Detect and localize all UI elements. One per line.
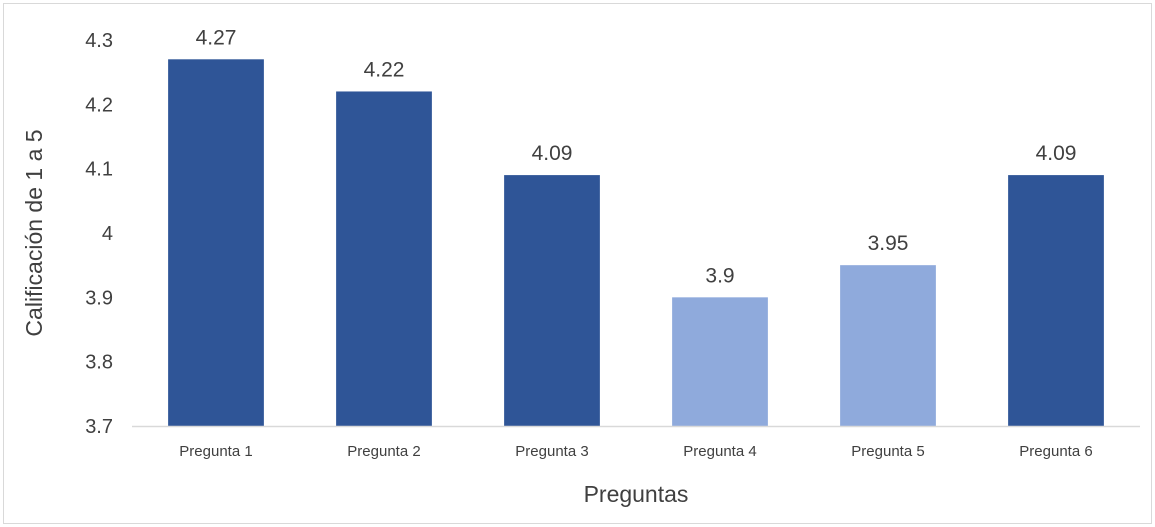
bar: [504, 175, 600, 426]
y-tick-label: 4.2: [85, 94, 113, 116]
y-tick-label: 3.8: [85, 352, 113, 374]
data-label: 3.95: [868, 232, 909, 255]
y-tick-label: 4.1: [85, 159, 113, 181]
bar: [336, 91, 432, 426]
x-tick-label: Pregunta 1: [179, 443, 252, 460]
x-tick-label: Pregunta 6: [1019, 443, 1092, 460]
x-tick-label: Pregunta 2: [347, 443, 420, 460]
data-label: 3.9: [705, 264, 734, 287]
bar: [672, 297, 768, 426]
x-axis-ticks: Pregunta 1 Pregunta 2 Pregunta 3 Pregunta 4…: [179, 443, 1092, 460]
data-label: 4.27: [196, 26, 237, 49]
y-axis-ticks: 3.7 3.8 3.9 4 4.1 4.2 4.3: [85, 30, 113, 438]
data-label: 4.09: [532, 142, 573, 165]
y-tick-label: 4.3: [85, 30, 113, 52]
data-label: 4.22: [364, 58, 405, 81]
bar: [1008, 175, 1104, 426]
y-tick-label: 4: [102, 223, 113, 245]
bar: [840, 265, 936, 426]
x-axis-title: Preguntas: [584, 481, 689, 507]
y-tick-label: 3.7: [85, 416, 113, 438]
bar: [168, 59, 264, 427]
x-tick-label: Pregunta 5: [851, 443, 924, 460]
data-label: 4.09: [1036, 142, 1077, 165]
x-tick-label: Pregunta 3: [515, 443, 588, 460]
y-tick-label: 3.9: [85, 287, 113, 309]
bars: [168, 59, 1104, 427]
y-axis-title: Calificación de 1 a 5: [21, 129, 47, 336]
data-labels: 4.27 4.22 4.09 3.9 3.95 4.09: [196, 26, 1077, 287]
x-tick-label: Pregunta 4: [683, 443, 756, 460]
